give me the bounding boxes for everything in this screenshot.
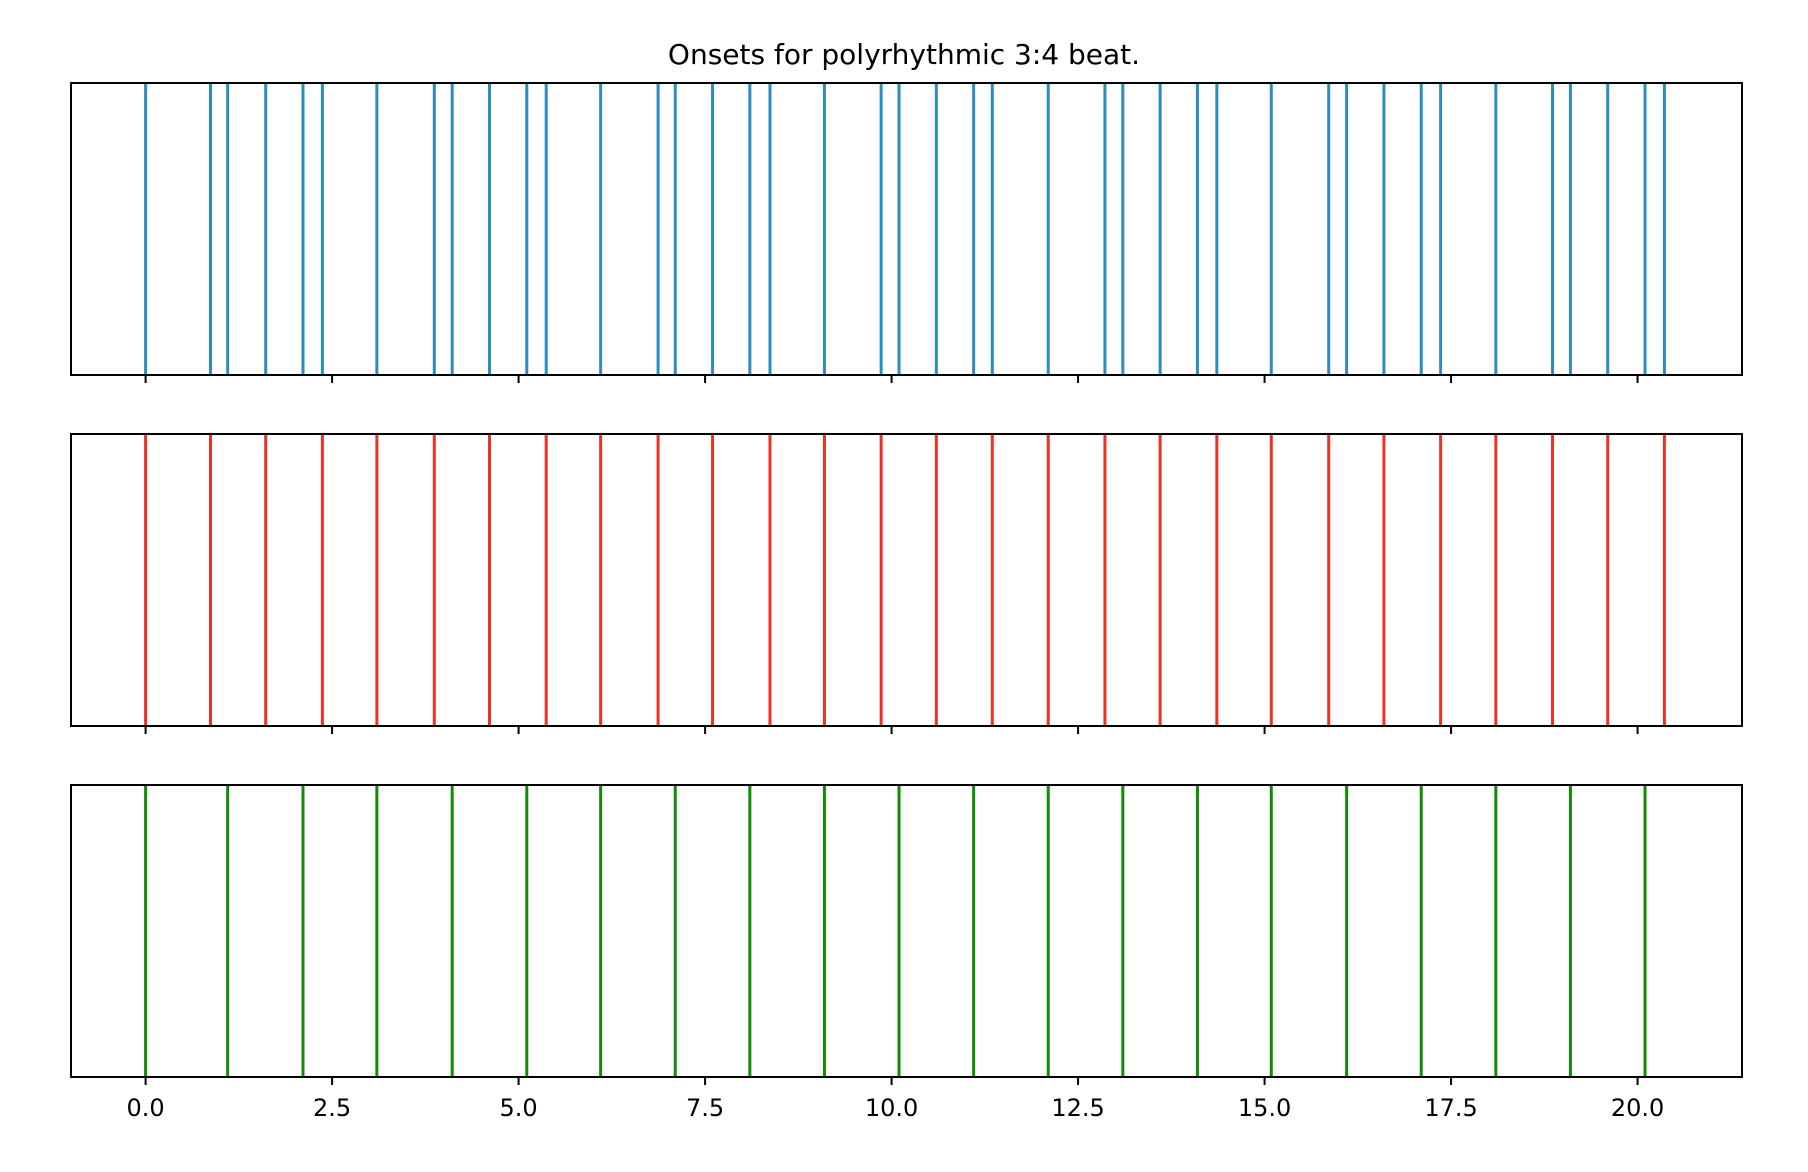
x-tick-label-1: 0.0 (127, 1094, 165, 1122)
x-tick-label-6: 12.5 (1051, 1094, 1104, 1122)
panel-frame-2 (70, 433, 1743, 727)
x-tick-label-8: 17.5 (1424, 1094, 1477, 1122)
x-tick-label-7: 15.0 (1238, 1094, 1291, 1122)
panel-frame-3 (70, 784, 1743, 1078)
panels: 0.0 2.5 5.0 7.5 10.0 12.5 15.0 17.5 20.0 (70, 82, 1743, 1122)
x-tick-label-9: 20.0 (1611, 1094, 1664, 1122)
chart-title: Onsets for polyrhythmic 3:4 beat. (668, 38, 1140, 71)
panel-3: 0.0 2.5 5.0 7.5 10.0 12.5 15.0 17.5 20.0 (70, 784, 1743, 1122)
panel-1 (70, 82, 1743, 383)
panel-2 (70, 433, 1743, 734)
x-tick-label-2: 2.5 (313, 1094, 351, 1122)
x-tick-label-5: 10.0 (865, 1094, 918, 1122)
panel-frame-1 (70, 82, 1743, 376)
x-tick-label-3: 5.0 (500, 1094, 538, 1122)
x-tick-label-4: 7.5 (686, 1094, 724, 1122)
